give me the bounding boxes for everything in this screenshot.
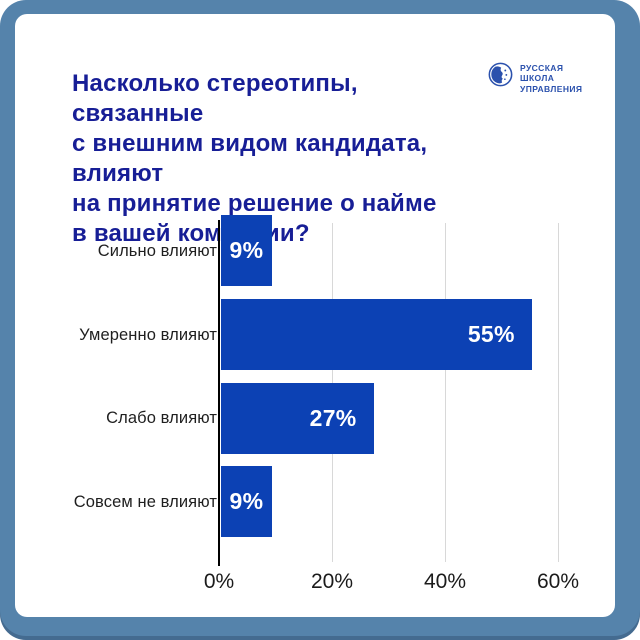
logo: РУССКАЯ ШКОЛА УПРАВЛЕНИЯ (488, 62, 582, 94)
card: Насколько стереотипы, связанные с внешни… (15, 14, 615, 617)
bar: 9% (221, 215, 272, 287)
logo-text-line: ШКОЛА (520, 73, 555, 84)
bar-value-label: 9% (229, 237, 264, 264)
bar-value-label: 9% (229, 488, 264, 515)
bar-value-label: 27% (309, 404, 357, 431)
x-axis-line (218, 220, 220, 566)
gridline (558, 223, 559, 562)
bar: 55% (221, 299, 532, 371)
logo-text: РУССКАЯ ШКОЛА УПРАВЛЕНИЯ (520, 62, 582, 94)
gridline (445, 223, 446, 562)
x-axis-tick-label: 40% (423, 570, 467, 593)
category-label: Сильно влияют (97, 241, 217, 260)
logo-text-line: РУССКАЯ (520, 63, 564, 73)
bar: 27% (221, 382, 374, 454)
category-label: Слабо влияют (106, 409, 217, 428)
logo-text-line: УПРАВЛЕНИЯ (520, 83, 583, 94)
category-label: Совсем не влияют (73, 492, 217, 511)
bar-chart: Сильно влияют 9% Умеренно влияют 55% Слабо в… (15, 14, 615, 617)
x-axis-tick-label: 60% (536, 570, 580, 593)
category-label: Умеренно влияют (79, 325, 217, 344)
logo-globe-icon (488, 62, 513, 87)
bar-value-label: 55% (467, 321, 515, 348)
x-axis-tick-label: 20% (310, 570, 354, 593)
chart-question-title: Насколько стереотипы, связанные с внешни… (72, 70, 437, 247)
bar: 9% (221, 466, 272, 538)
x-axis-tick-label: 0% (203, 570, 235, 593)
